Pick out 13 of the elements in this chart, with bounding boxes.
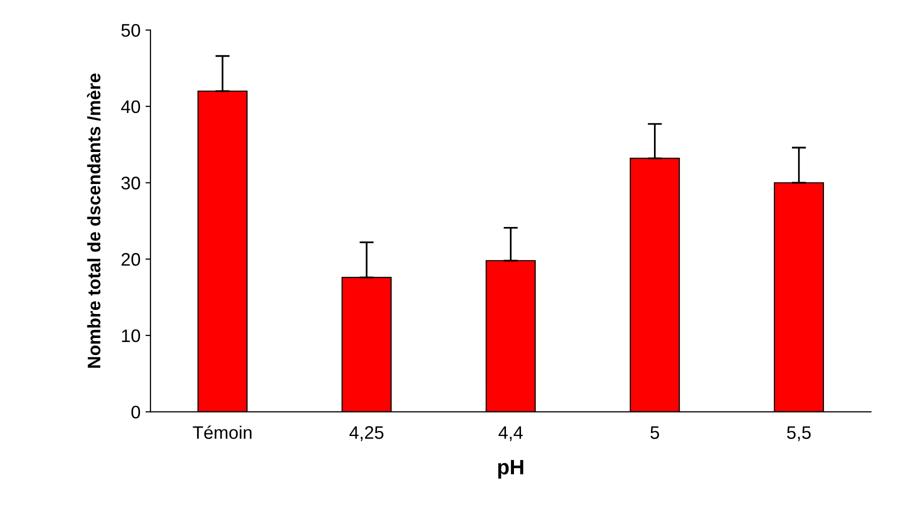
- x-axis-title: pH: [498, 460, 524, 479]
- x-tick-label: 4,25: [349, 426, 384, 442]
- y-tick-label: 0: [131, 406, 140, 419]
- x-tick-label: 4,4: [498, 426, 523, 442]
- x-tick-label: 5: [650, 426, 660, 439]
- y-tick-label: 30: [121, 176, 140, 190]
- y-axis-title: Nombre total de dscendants /mère: [87, 74, 101, 368]
- x-tick-label: Témoin: [192, 425, 252, 439]
- x-tick-label: 5,5: [787, 426, 811, 442]
- y-tick-label: 20: [122, 253, 140, 266]
- y-tick-label: 40: [121, 100, 140, 114]
- y-tick-label: 50: [121, 24, 140, 37]
- y-tick-label: 10: [122, 329, 140, 342]
